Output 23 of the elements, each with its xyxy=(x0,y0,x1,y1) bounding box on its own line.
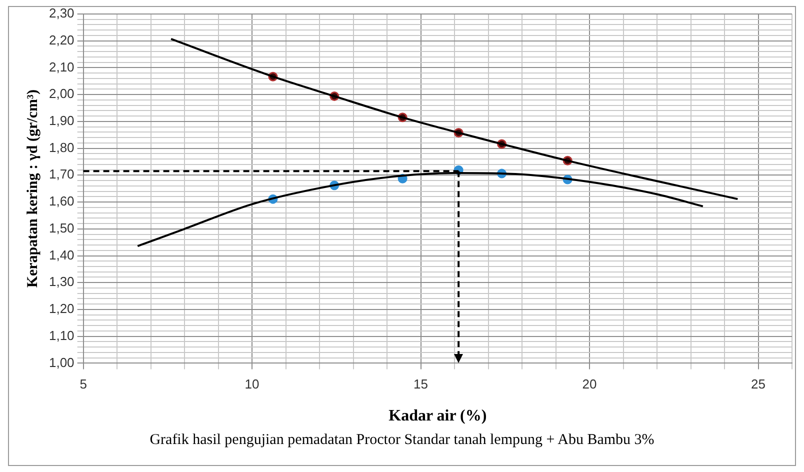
line-series xyxy=(170,38,739,200)
y-tick-label: 2,30 xyxy=(48,6,74,21)
y-tick-label: 1,90 xyxy=(48,113,74,128)
x-axis-title: Kadar air (%) xyxy=(388,408,487,425)
x-tick-label: 15 xyxy=(414,376,428,392)
x-tick-label: 10 xyxy=(244,376,260,392)
y-axis-title: Kerapatan kering : γd (gr/cm³) xyxy=(24,90,41,288)
y-tick-label: 1,60 xyxy=(48,194,74,209)
y-tick-label: 1,20 xyxy=(48,301,74,316)
y-tick-label: 1,80 xyxy=(48,140,74,155)
y-tick-label: 1,30 xyxy=(48,274,74,290)
y-tick-label: 1,40 xyxy=(48,247,74,262)
y-tick-label: 2,20 xyxy=(48,32,74,48)
y-tick-label: 1,50 xyxy=(48,220,74,236)
y-tick-label: 1,00 xyxy=(48,354,74,370)
y-tick-label: 1,10 xyxy=(48,328,74,343)
y-tick-label: 2,10 xyxy=(48,59,74,74)
x-tick-label: 5 xyxy=(80,376,87,392)
x-tick-label: 20 xyxy=(582,376,597,392)
x-tick-label: 25 xyxy=(751,376,766,392)
text: Grafik hasil pengujian pemadatan Proctor Standar tanah lempung + Abu Bambu 3% xyxy=(148,432,656,449)
y-tick-label: 1,70 xyxy=(48,166,74,182)
y-tick-label: 2,00 xyxy=(48,86,74,102)
